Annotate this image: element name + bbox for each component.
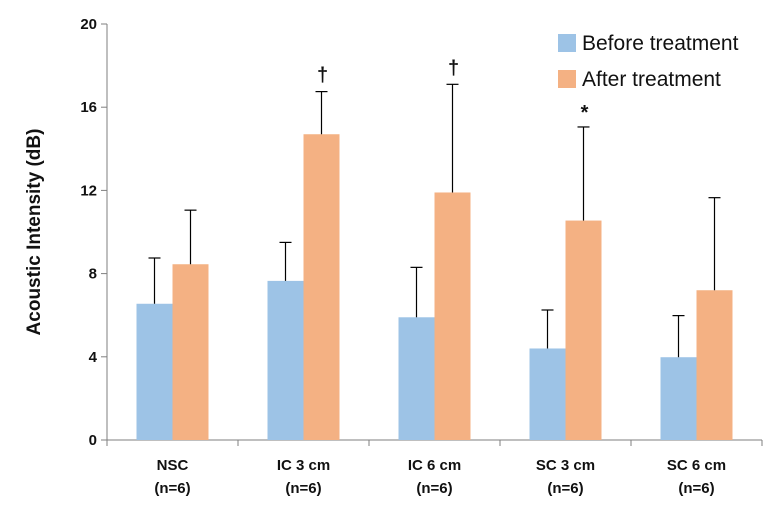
bar-after [696,290,733,440]
significance-marker: † [448,57,459,79]
x-tick-label: (n=6) [154,480,190,497]
significance-marker: * [581,102,589,124]
bar-before [267,280,304,440]
x-tick-label: IC 6 cm [408,457,461,474]
bar-before [529,348,566,440]
legend: Before treatment After treatment [558,32,739,91]
y-axis-label: Acoustic Intensity (dB) [24,129,45,336]
y-tick-label: 16 [80,99,97,116]
y-tick-label: 0 [89,432,97,449]
error-bars [148,83,721,358]
x-tick-label: (n=6) [678,480,714,497]
y-tick-label: 8 [89,266,97,283]
legend-entry: After treatment [582,68,721,91]
y-tick-label: 20 [80,16,97,33]
y-tick-label: 4 [89,349,98,366]
bar-before [136,303,173,440]
y-tick-label: 12 [80,182,97,199]
x-tick-label: (n=6) [547,480,583,497]
significance-annotations: † † * [317,57,589,124]
x-tick-label: SC 3 cm [536,457,595,474]
bar-after [434,192,471,440]
bars [136,134,733,441]
significance-marker: † [317,65,328,87]
x-tick-label: SC 6 cm [667,457,726,474]
legend-swatch [558,70,576,88]
bar-before [398,317,435,440]
bar-after [172,264,209,440]
axes [101,23,763,446]
category-labels: NSC (n=6) IC 3 cm (n=6) IC 6 cm (n=6) SC 3 cm (… [154,457,726,497]
x-tick-label: (n=6) [416,480,452,497]
y-tick-labels: 0 4 8 12 16 20 [80,16,97,449]
bar-before [660,357,697,440]
bar-after [303,134,340,441]
x-tick-label: NSC [157,457,189,474]
x-tick-label: IC 3 cm [277,457,330,474]
legend-swatch [558,34,576,52]
bar-after [565,220,602,440]
x-tick-label: (n=6) [285,480,321,497]
legend-entry: Before treatment [582,32,739,55]
